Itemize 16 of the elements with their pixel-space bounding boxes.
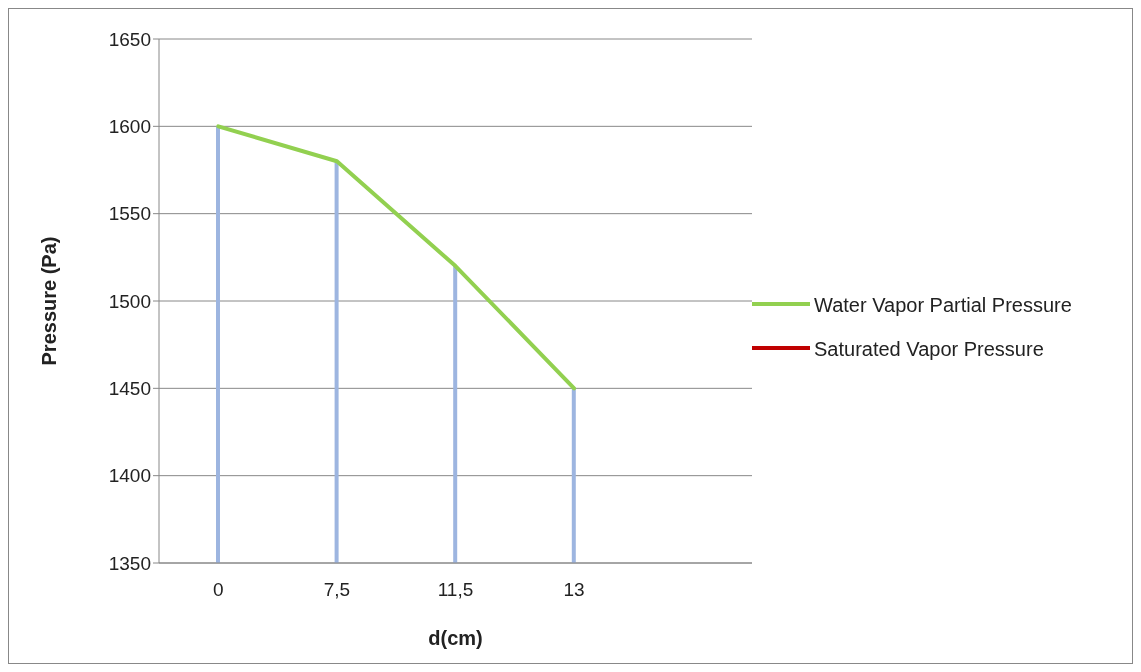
y-tick-label: 1450 xyxy=(108,378,151,400)
y-tick-label: 1600 xyxy=(108,116,151,138)
x-axis-title: d(cm) xyxy=(428,627,483,649)
y-axis-title: Pressure (Pa) xyxy=(38,236,61,366)
legend-label: Water Vapor Partial Pressure xyxy=(814,293,1072,318)
x-tick-label: 11,5 xyxy=(437,579,474,601)
x-tick-label: 13 xyxy=(563,579,585,601)
legend-label: Saturated Vapor Pressure xyxy=(814,337,1044,362)
y-tick-label: 1550 xyxy=(108,203,151,225)
x-tick-label: 7,5 xyxy=(323,579,351,601)
line-series xyxy=(216,124,577,391)
y-tick-label: 1500 xyxy=(108,290,151,312)
x-tick-label: 0 xyxy=(213,579,224,601)
y-tick-label: 1400 xyxy=(108,465,151,487)
y-tick-label: 1350 xyxy=(108,552,151,574)
y-tick-label: 1650 xyxy=(108,28,151,50)
